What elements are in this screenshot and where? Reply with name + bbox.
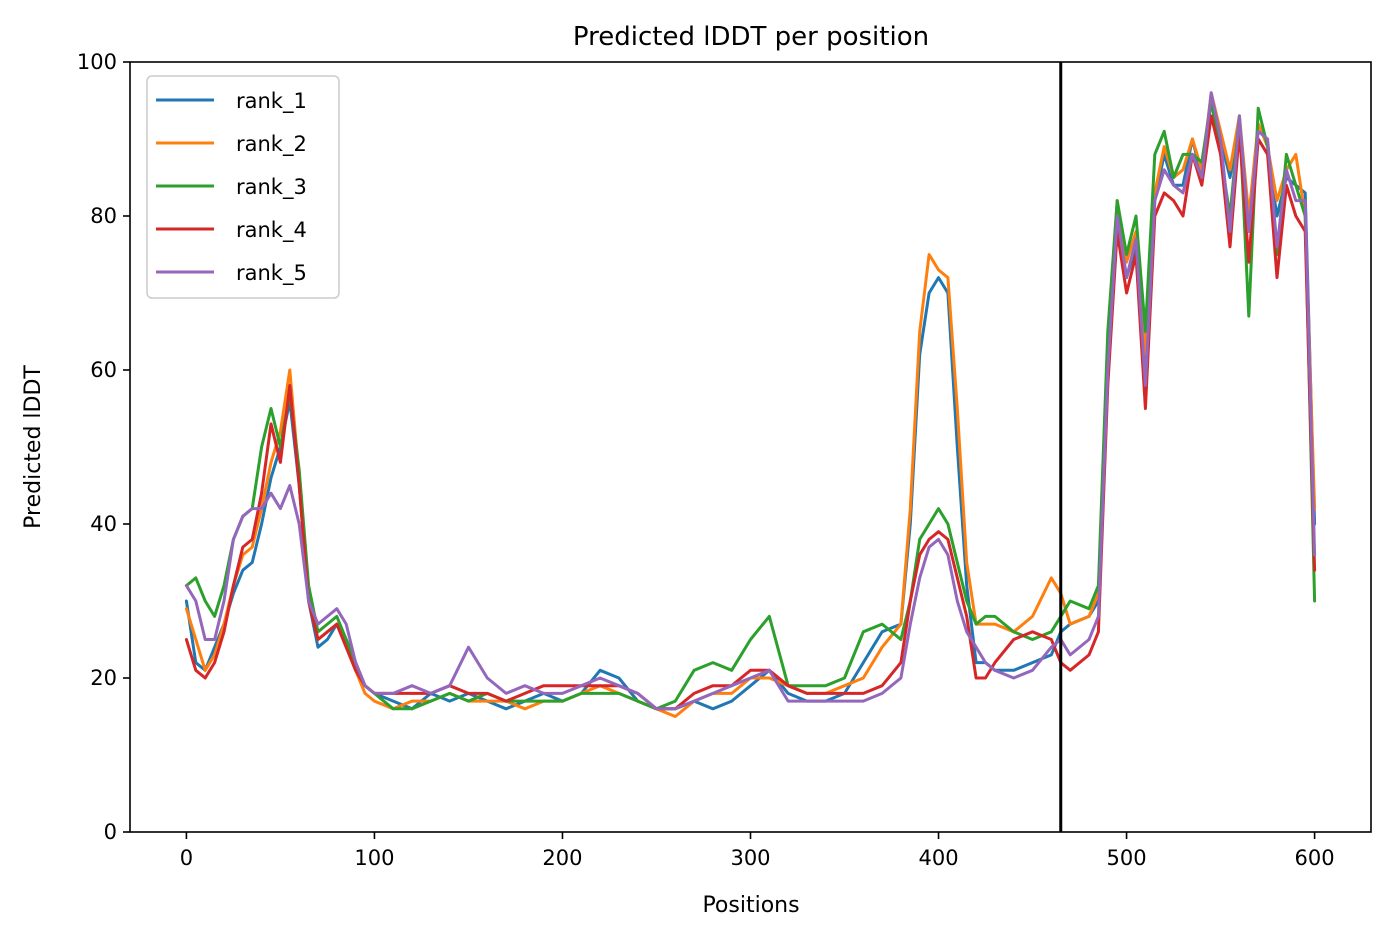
y-tick-label: 100 (77, 50, 117, 74)
x-tick-label: 300 (730, 846, 770, 870)
legend: rank_1 rank_2 rank_3 rank_4 rank_5 (146, 75, 340, 299)
x-axis: 0 100 200 300 400 500 600 (180, 832, 1335, 870)
x-tick-label: 400 (918, 846, 958, 870)
series-line-rank_5 (184, 91, 1317, 711)
y-tick-label: 20 (90, 666, 117, 690)
y-tick-label: 0 (104, 820, 117, 844)
y-tick-label: 80 (90, 204, 117, 228)
legend-label-rank_3: rank_3 (236, 175, 307, 200)
legend-box (146, 75, 340, 299)
chart-title: Predicted lDDT per position (573, 22, 929, 52)
x-tick-label: 500 (1107, 846, 1147, 870)
series-line-rank_3 (184, 99, 1317, 711)
y-axis-label: Predicted lDDT (21, 365, 46, 529)
y-tick-label: 60 (90, 358, 117, 382)
legend-label-rank_4: rank_4 (236, 218, 307, 243)
x-tick-label: 200 (542, 846, 582, 870)
series-line-rank_4 (184, 114, 1317, 711)
x-tick-label: 600 (1295, 846, 1335, 870)
plot-area (129, 61, 1372, 833)
legend-label-rank_1: rank_1 (236, 89, 307, 114)
y-tick-label: 40 (90, 512, 117, 536)
x-tick-label: 100 (354, 846, 394, 870)
x-tick-label: 0 (180, 846, 193, 870)
series-group (184, 91, 1317, 718)
legend-label-rank_2: rank_2 (236, 132, 307, 157)
x-axis-label: Positions (702, 893, 799, 918)
legend-items: rank_1 rank_2 rank_3 rank_4 rank_5 (156, 89, 307, 286)
y-axis: 0 20 40 60 80 100 (77, 50, 130, 844)
legend-label-rank_5: rank_5 (236, 261, 307, 286)
